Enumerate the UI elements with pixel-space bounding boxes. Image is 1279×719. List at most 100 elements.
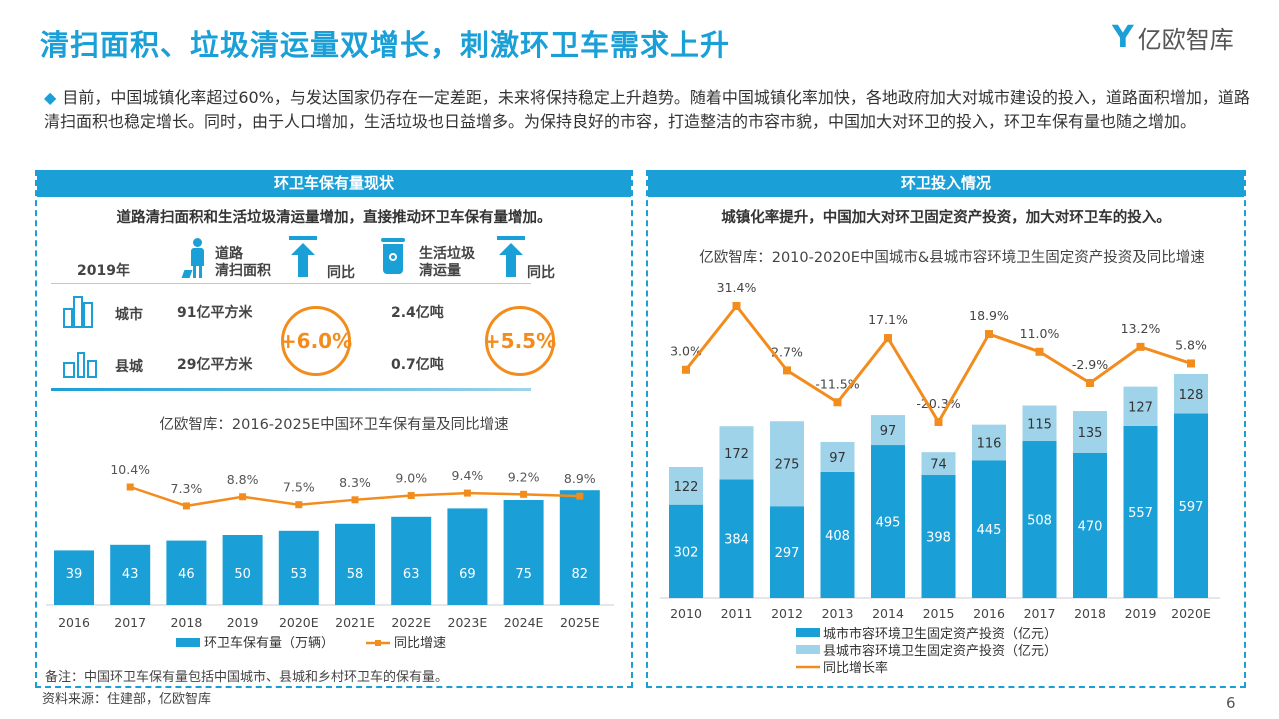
x-tick-label: 2010 bbox=[670, 606, 702, 621]
line-marker bbox=[833, 398, 842, 407]
left-panel: 环卫车保有量现状 道路清扫面积和生活垃圾清运量增加，直接推动环卫车保有量增加。 … bbox=[35, 170, 633, 688]
bar-label-county: 116 bbox=[977, 437, 1002, 452]
legend-swatch-bar bbox=[796, 628, 820, 637]
bar-label-city: 470 bbox=[1078, 519, 1103, 534]
bar-county bbox=[1174, 373, 1208, 414]
garbage-growth-badge: +5.5% bbox=[484, 306, 556, 376]
yoy-label-2: 同比 bbox=[527, 265, 555, 281]
bar-county bbox=[669, 466, 703, 505]
bar-county bbox=[1022, 405, 1057, 442]
left-panel-header: 环卫车保有量现状 bbox=[37, 170, 631, 197]
garbage-header: 生活垃圾 清运量 bbox=[419, 246, 475, 279]
line-label: 3.0% bbox=[670, 344, 702, 359]
up-arrow-icon bbox=[497, 236, 525, 278]
bar-label-city: 398 bbox=[926, 531, 951, 546]
bar-city bbox=[871, 445, 905, 598]
line-marker bbox=[1136, 342, 1145, 351]
bar-county bbox=[820, 441, 855, 472]
bar bbox=[222, 535, 263, 605]
bar-label-county: 97 bbox=[829, 451, 846, 466]
line-marker bbox=[732, 302, 741, 310]
right-panel-header: 环卫投入情况 bbox=[648, 170, 1244, 197]
divider bbox=[51, 283, 531, 284]
bar bbox=[447, 508, 488, 605]
line-label: 2.7% bbox=[771, 344, 803, 359]
x-tick-label: 2019 bbox=[227, 615, 259, 630]
line-label: 9.4% bbox=[452, 468, 484, 483]
divider bbox=[51, 388, 531, 391]
bar-label-county: 74 bbox=[930, 458, 947, 473]
legend-swatch-bar bbox=[796, 645, 820, 654]
bar bbox=[335, 523, 375, 605]
bar-county bbox=[1073, 411, 1107, 453]
line-marker bbox=[576, 492, 584, 500]
line-marker bbox=[126, 483, 134, 491]
bar-label: 46 bbox=[178, 567, 195, 582]
x-tick-label: 2023E bbox=[448, 615, 488, 630]
city-garbage: 2.4亿吨 bbox=[391, 305, 444, 321]
source: 资料来源：住建部，亿欧智库 bbox=[42, 692, 212, 707]
bar-city bbox=[669, 504, 703, 598]
line-marker bbox=[682, 365, 690, 374]
x-tick-label: 2019 bbox=[1125, 606, 1157, 621]
x-tick-label: 2021E bbox=[335, 615, 375, 630]
bar-county bbox=[921, 452, 956, 476]
row-name-city: 城市 bbox=[115, 307, 143, 323]
bar-label: 69 bbox=[459, 567, 476, 582]
line-label: 5.8% bbox=[1175, 337, 1207, 352]
county-garbage: 0.7亿吨 bbox=[391, 357, 444, 373]
bar-label: 63 bbox=[403, 567, 420, 582]
line-marker bbox=[520, 490, 528, 498]
up-arrow-icon bbox=[289, 236, 317, 278]
line-marker bbox=[239, 493, 247, 501]
x-tick-label: 2020E bbox=[1171, 606, 1211, 621]
line-label: 10.4% bbox=[110, 462, 150, 477]
bar-label-county: 135 bbox=[1078, 426, 1103, 441]
line-label: 31.4% bbox=[717, 280, 757, 295]
line-label: 9.2% bbox=[508, 469, 540, 484]
line-marker bbox=[1035, 347, 1044, 356]
bar-city bbox=[921, 475, 956, 598]
trash-bin-icon bbox=[381, 238, 405, 274]
line-label: 9.0% bbox=[395, 471, 427, 486]
line-marker bbox=[1086, 378, 1094, 387]
right-subtitle: 城镇化率提升，中国加大对环卫固定资产投资，加大对环卫车的投入。 bbox=[721, 210, 1171, 226]
bar bbox=[503, 500, 544, 605]
bar-label-city: 597 bbox=[1179, 500, 1204, 515]
line-marker bbox=[985, 330, 993, 339]
bar-label-county: 115 bbox=[1027, 417, 1052, 432]
bar-label: 43 bbox=[122, 567, 139, 582]
line-marker bbox=[783, 366, 791, 375]
bar bbox=[166, 540, 207, 605]
x-tick-label: 2012 bbox=[771, 606, 803, 621]
legend-label: 环卫车保有量（万辆） bbox=[204, 635, 334, 651]
legend-label: 城市市容环境卫生固定资产投资（亿元） bbox=[823, 626, 1057, 642]
bar-label-county: 127 bbox=[1128, 400, 1153, 415]
legend-label: 同比增速 bbox=[394, 636, 446, 651]
area-growth-badge: +6.0% bbox=[280, 306, 352, 376]
city-area: 91亿平方米 bbox=[177, 305, 253, 321]
x-tick-label: 2016 bbox=[973, 606, 1005, 621]
bar-city bbox=[770, 506, 804, 598]
bar-city bbox=[1073, 452, 1107, 598]
x-tick-label: 2013 bbox=[822, 606, 854, 621]
bar-label-city: 408 bbox=[825, 529, 850, 544]
bar-city bbox=[1174, 413, 1208, 598]
bar bbox=[110, 544, 151, 605]
bar-label-city: 384 bbox=[724, 533, 749, 548]
x-tick-label: 2017 bbox=[114, 615, 146, 630]
line-label: 8.9% bbox=[564, 471, 596, 486]
right-panel: 环卫投入情况 城镇化率提升，中国加大对环卫固定资产投资，加大对环卫车的投入。 bbox=[646, 170, 1246, 688]
line-marker bbox=[407, 492, 415, 500]
line-label: 8.8% bbox=[227, 472, 259, 487]
bar-city bbox=[1123, 425, 1158, 598]
bar-label: 53 bbox=[291, 567, 308, 582]
bar-label-city: 302 bbox=[674, 545, 699, 560]
chart-title: 亿欧智库：2016-2025E中国环卫车保有量及同比增速 bbox=[159, 416, 508, 433]
bar-label-county: 128 bbox=[1179, 388, 1204, 403]
year-label: 2019年 bbox=[77, 263, 130, 279]
bar-label-city: 495 bbox=[876, 516, 901, 531]
line-marker bbox=[884, 334, 892, 343]
line-label: 11.0% bbox=[1020, 326, 1060, 341]
